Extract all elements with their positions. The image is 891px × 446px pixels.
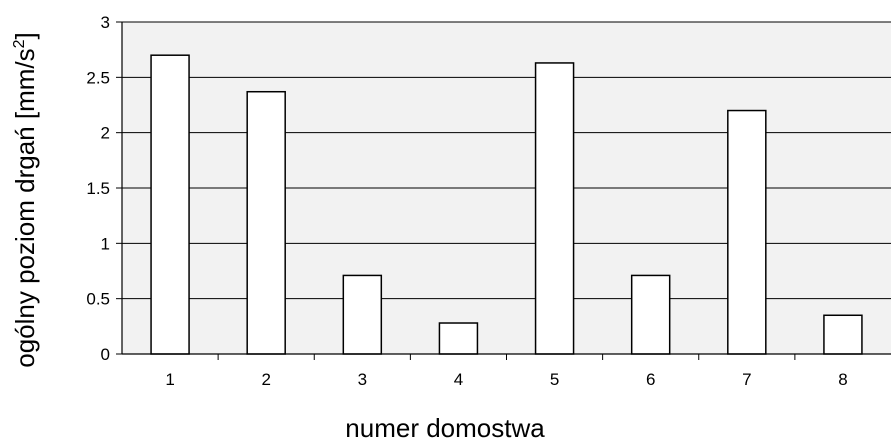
bar-2 (246, 90, 286, 355)
y-tick-label: 1 (101, 234, 110, 253)
x-axis-ticks: 1 2 3 4 5 6 7 8 (165, 354, 848, 389)
bars (150, 54, 863, 355)
y-axis-ticks: 0 0.5 1 1.5 2 2.5 3 (86, 13, 122, 364)
y-tick-label: 2 (101, 124, 110, 143)
x-tick-label: 4 (454, 370, 463, 389)
x-axis-title: numer domostwa (345, 413, 545, 443)
y-tick-label: 0.5 (86, 290, 110, 309)
y-tick-label: 1.5 (86, 179, 110, 198)
y-axis-title-suffix: ] (10, 32, 40, 39)
x-tick-label: 3 (358, 370, 367, 389)
bar-1 (150, 54, 190, 355)
bar-4 (438, 322, 479, 355)
y-tick-label: 2.5 (86, 68, 110, 87)
bar-6 (630, 274, 671, 355)
bar-8 (823, 314, 863, 355)
x-tick-label: 5 (550, 370, 559, 389)
x-tick-label: 2 (261, 370, 270, 389)
y-tick-label: 3 (101, 13, 110, 32)
bar-5 (534, 62, 575, 355)
y-tick-label: 0 (101, 345, 110, 364)
bar-3 (342, 274, 383, 355)
x-tick-label: 6 (646, 370, 655, 389)
x-tick-label: 7 (742, 370, 751, 389)
x-tick-label: 1 (165, 370, 174, 389)
y-axis-title-main: ogólny poziom drgań [mm/s (10, 48, 40, 367)
bar-7 (727, 109, 767, 355)
x-tick-label: 8 (838, 370, 847, 389)
y-axis-title-superscript: 2 (11, 39, 28, 48)
y-axis-title: ogólny poziom drgań [mm/s2] (10, 32, 40, 368)
